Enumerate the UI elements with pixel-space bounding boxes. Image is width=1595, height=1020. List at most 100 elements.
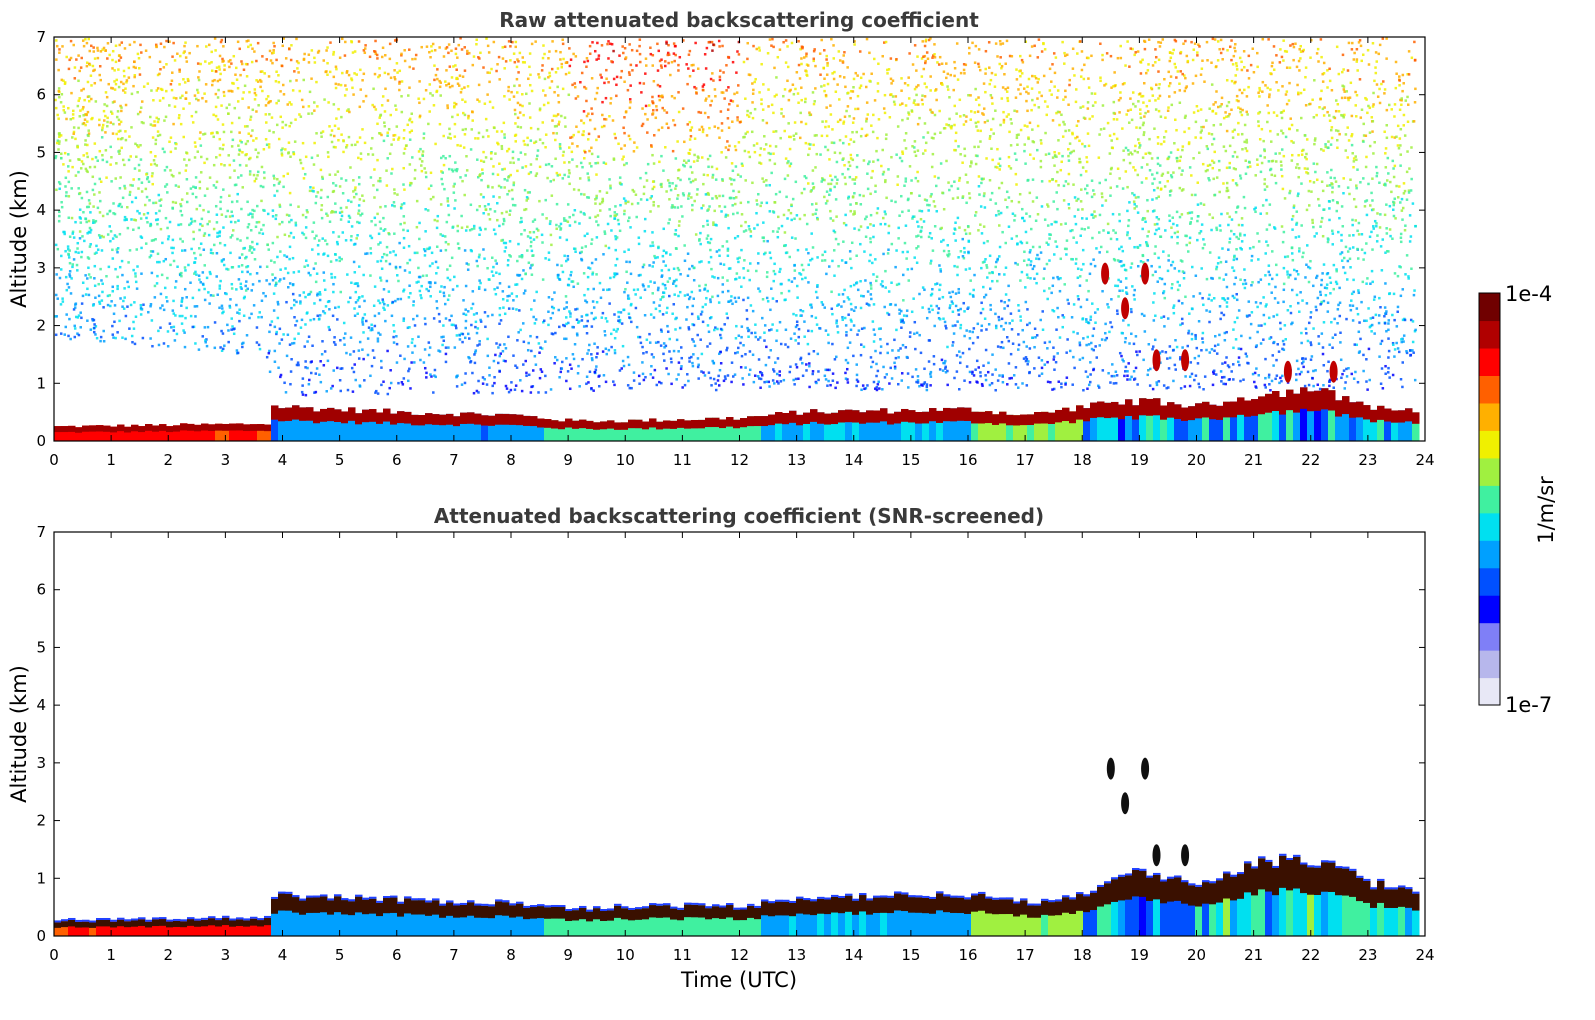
noise-pixel (601, 113, 604, 117)
noise-pixel (765, 184, 768, 187)
aerosol-layer-column (712, 417, 720, 441)
noise-pixel (862, 194, 865, 198)
noise-pixel (1374, 51, 1378, 54)
noise-pixel (603, 81, 606, 85)
noise-pixel (121, 158, 125, 162)
noise-pixel (1390, 135, 1394, 139)
noise-pixel (754, 335, 758, 339)
noise-pixel (849, 209, 852, 213)
noise-pixel (584, 299, 587, 302)
noise-pixel (1218, 276, 1221, 280)
boundary-layer-top (796, 414, 804, 426)
aerosol-layer-column (54, 426, 62, 441)
noise-pixel (1149, 367, 1152, 371)
noise-pixel (1340, 251, 1344, 254)
noise-pixel (1246, 113, 1249, 116)
noise-pixel (977, 103, 981, 107)
aerosol-layer-column (1055, 409, 1063, 441)
noise-pixel (377, 243, 380, 246)
noise-pixel (912, 297, 915, 300)
aerosol-layer-column (649, 418, 657, 441)
noise-pixel (925, 85, 928, 89)
noise-pixel (814, 316, 818, 320)
noise-pixel (1106, 222, 1110, 226)
noise-pixel (350, 235, 353, 238)
noise-pixel (640, 91, 643, 94)
aerosol-layer-column (572, 420, 580, 441)
noise-pixel (1212, 137, 1216, 141)
noise-pixel (1228, 166, 1231, 169)
noise-pixel (1188, 241, 1192, 245)
noise-pixel (452, 185, 455, 188)
noise-pixel (424, 208, 427, 211)
noise-pixel (288, 191, 292, 195)
noise-pixel (1179, 155, 1182, 159)
noise-pixel (483, 378, 486, 381)
noise-pixel (950, 184, 953, 188)
noise-pixel (1120, 245, 1123, 249)
noise-pixel (1104, 331, 1107, 335)
noise-pixel (1258, 110, 1262, 114)
noise-pixel (1061, 40, 1064, 44)
noise-pixel (522, 340, 526, 344)
noise-pixel (389, 381, 393, 385)
noise-pixel (717, 39, 721, 43)
noise-pixel (815, 381, 818, 385)
boundary-layer-top (334, 409, 342, 423)
noise-pixel (425, 274, 428, 277)
noise-pixel (556, 85, 559, 89)
noise-pixel (765, 121, 769, 125)
noise-pixel (214, 204, 218, 208)
noise-pixel (644, 104, 648, 108)
noise-pixel (193, 141, 197, 144)
noise-pixel (924, 59, 927, 63)
noise-pixel (649, 196, 652, 200)
noise-pixel (1256, 305, 1259, 309)
noise-pixel (1367, 182, 1370, 186)
noise-pixel (514, 140, 517, 143)
noise-pixel (402, 246, 406, 249)
noise-pixel (826, 333, 830, 336)
noise-pixel (801, 361, 804, 365)
noise-pixel (588, 162, 592, 165)
noise-pixel (128, 249, 132, 252)
noise-pixel (850, 320, 853, 323)
noise-pixel (1414, 328, 1417, 332)
noise-pixel (1211, 110, 1214, 113)
noise-pixel (498, 272, 501, 276)
noise-pixel (1104, 322, 1107, 326)
noise-pixel (334, 184, 338, 187)
noise-pixel (120, 205, 123, 209)
noise-pixel (289, 155, 292, 158)
noise-pixel (850, 241, 854, 245)
noise-pixel (1344, 149, 1348, 152)
noise-pixel (198, 180, 202, 184)
noise-pixel (223, 243, 227, 247)
noise-pixel (395, 108, 398, 111)
noise-pixel (1147, 63, 1150, 66)
noise-pixel (1051, 156, 1055, 159)
boundary-layer-top (341, 411, 349, 424)
noise-pixel (422, 136, 426, 140)
noise-pixel (57, 142, 61, 145)
noise-pixel (1067, 103, 1070, 106)
noise-pixel (656, 288, 660, 292)
noise-pixel (445, 69, 448, 72)
noise-pixel (939, 283, 942, 287)
noise-pixel (190, 217, 193, 221)
noise-pixel (650, 144, 653, 147)
noise-pixel (283, 254, 286, 257)
noise-pixel (1290, 153, 1294, 157)
noise-pixel (217, 65, 221, 69)
noise-pixel (573, 208, 577, 212)
noise-pixel (675, 338, 679, 342)
noise-pixel (1230, 370, 1233, 373)
noise-pixel (564, 295, 568, 298)
noise-pixel (930, 165, 934, 169)
noise-pixel (292, 236, 296, 239)
noise-pixel (1325, 283, 1329, 286)
noise-pixel (470, 128, 474, 131)
noise-pixel (786, 345, 790, 349)
noise-pixel (1288, 127, 1291, 131)
noise-pixel (535, 227, 539, 231)
